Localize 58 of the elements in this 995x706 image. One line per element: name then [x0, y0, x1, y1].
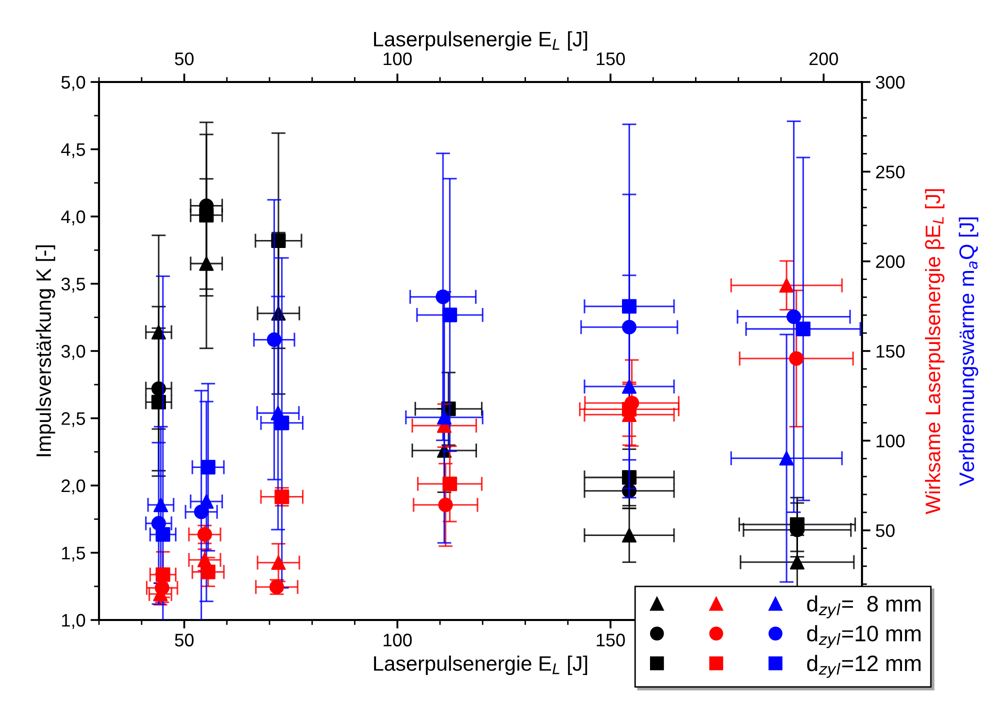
y-tick-label: 3,0	[61, 344, 86, 360]
point	[786, 309, 802, 324]
point	[779, 450, 794, 466]
text: Wirksame Laserpulsenergie βE$_{L}$ [J]	[925, 189, 944, 514]
point	[151, 516, 166, 531]
y2-tick-label: 100	[876, 434, 905, 448]
y-tick-label: 1,0	[62, 614, 86, 629]
point	[194, 504, 209, 520]
point	[622, 379, 637, 394]
x-tick-label: 50	[174, 634, 194, 646]
point	[442, 476, 458, 492]
point	[436, 290, 450, 304]
point	[622, 320, 637, 334]
y2-tick-label: 250	[876, 166, 905, 178]
point	[154, 580, 170, 596]
point	[154, 498, 168, 512]
legend-label: d$_{zyl}$= 8 mm	[807, 595, 921, 618]
y-tick-label: 3,5	[61, 278, 86, 293]
point	[438, 498, 453, 512]
y-tick-label: 5,0	[61, 76, 86, 91]
point	[436, 410, 452, 425]
y-tick-label: 4,0	[61, 210, 86, 226]
point	[197, 552, 212, 568]
y-tick-label: 4,5	[61, 143, 86, 158]
x2-axis-title: Laserpulsenergie E$_{L}$ [J]	[374, 31, 588, 51]
point	[622, 528, 637, 543]
x2-tick-label: 200	[809, 52, 838, 66]
text: Verbrennungswärme m$_{a}$Q [J]	[958, 217, 978, 486]
legend-label: d$_{zyl}$=10 mm	[807, 625, 921, 648]
y-axis-title: Impulsverstärkung K [-]	[36, 245, 56, 456]
point	[199, 256, 214, 271]
point	[790, 554, 804, 570]
y-tick-label: 2,0	[62, 479, 86, 494]
point	[624, 396, 640, 410]
y2-tick-label: 300	[876, 76, 905, 89]
x2-tick-label: 100	[384, 52, 412, 66]
x-axis-title: Laserpulsenergie E$_{L}$ [J]	[374, 656, 588, 675]
y2-tick-label: 200	[876, 255, 905, 268]
point	[779, 278, 794, 293]
y-tick-label: 2,5	[62, 412, 86, 428]
point	[271, 555, 286, 570]
point	[266, 332, 282, 347]
point	[789, 351, 804, 366]
x-tick-label: 150	[596, 634, 625, 646]
point	[622, 299, 637, 314]
point	[156, 567, 170, 582]
point	[200, 460, 216, 474]
x2-tick-label: 150	[596, 52, 625, 66]
y2-tick-label: 150	[876, 344, 905, 358]
y2-tick-label: 50	[876, 524, 895, 538]
point	[796, 322, 810, 336]
x2-tick-label: 50	[174, 52, 194, 66]
y-tick-label: 1,5	[62, 546, 86, 562]
point	[151, 324, 166, 340]
legend-label: d$_{zyl}$=12 mm	[807, 654, 921, 678]
point	[270, 406, 286, 420]
point	[442, 308, 458, 322]
x-tick-label: 100	[384, 634, 412, 646]
